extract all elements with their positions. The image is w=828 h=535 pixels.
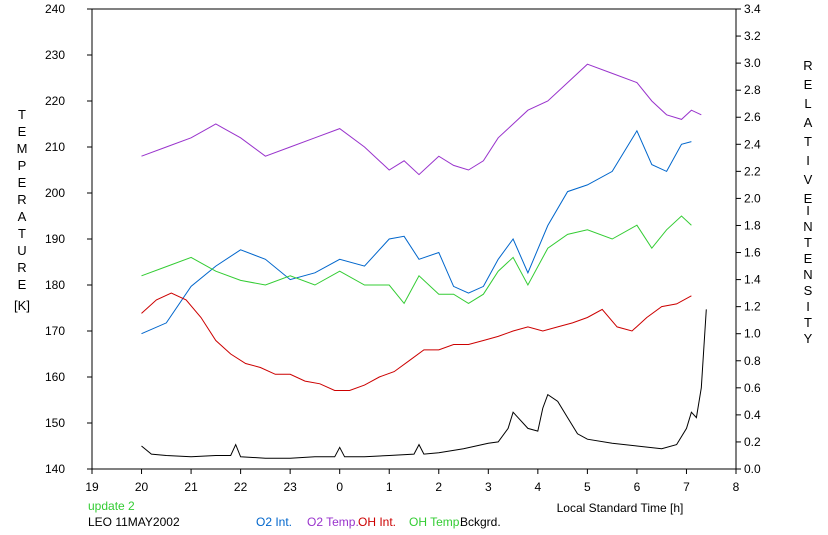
right-axis-title-letter: Y xyxy=(804,331,813,346)
station-date-label: LEO 11MAY2002 xyxy=(88,515,180,529)
right-axis-title-letter: L xyxy=(804,96,811,111)
right-tick-label: 0.8 xyxy=(744,354,761,368)
right-tick-label: 2.0 xyxy=(744,191,761,205)
left-tick-label: 190 xyxy=(45,232,65,246)
x-axis-label: Local Standard Time [h] xyxy=(557,501,684,515)
left-axis-title-letter: A xyxy=(18,209,27,224)
left-tick-label: 230 xyxy=(45,48,65,62)
legend-item: OH Int. xyxy=(358,515,397,529)
right-tick-label: 0.6 xyxy=(744,381,761,395)
series-line-oh-int xyxy=(141,292,692,391)
right-axis-title-letter: I xyxy=(806,203,810,218)
x-tick-label: 2 xyxy=(435,480,442,494)
left-axis-title-letter: U xyxy=(17,243,26,258)
right-tick-label: 1.2 xyxy=(744,300,761,314)
x-tick-label: 3 xyxy=(485,480,492,494)
x-tick-label: 21 xyxy=(184,480,198,494)
x-tick-label: 20 xyxy=(135,480,149,494)
right-tick-label: 2.2 xyxy=(744,164,761,178)
x-tick-label: 7 xyxy=(683,480,690,494)
x-tick-label: 4 xyxy=(535,480,542,494)
right-tick-label: 1.0 xyxy=(744,327,761,341)
left-axis-unit: [K] xyxy=(14,298,30,313)
left-tick-label: 170 xyxy=(45,324,65,338)
x-tick-label: 1 xyxy=(386,480,393,494)
right-axis-title-letter: T xyxy=(804,235,812,250)
left-tick-label: 210 xyxy=(45,140,65,154)
legend-item: OH Temp. xyxy=(409,515,463,529)
x-tick-label: 8 xyxy=(733,480,740,494)
right-axis-title-letter: I xyxy=(806,299,810,314)
right-axis-title-letter: T xyxy=(804,315,812,330)
left-tick-label: 220 xyxy=(45,94,65,108)
right-axis-title-letter: V xyxy=(804,172,813,187)
left-axis-title-letter: E xyxy=(18,277,27,292)
right-tick-label: 1.6 xyxy=(744,246,761,260)
right-axis-title-letter: E xyxy=(804,77,813,92)
right-tick-label: 1.4 xyxy=(744,273,761,287)
right-tick-label: 2.6 xyxy=(744,110,761,124)
right-tick-label: 3.2 xyxy=(744,29,761,43)
right-axis-title-letter: S xyxy=(804,283,813,298)
right-axis-title-letter: R xyxy=(803,58,812,73)
right-tick-label: 2.4 xyxy=(744,137,761,151)
left-tick-label: 200 xyxy=(45,186,65,200)
right-axis-title-letter: N xyxy=(803,219,812,234)
left-tick-label: 180 xyxy=(45,278,65,292)
right-tick-label: 3.4 xyxy=(744,2,761,16)
right-tick-label: 0.4 xyxy=(744,408,761,422)
right-tick-label: 0.0 xyxy=(744,462,761,476)
series-layer xyxy=(141,63,707,459)
left-tick-label: 240 xyxy=(45,2,65,16)
left-axis-title-letter: R xyxy=(17,260,26,275)
left-axis-title-letter: E xyxy=(18,175,27,190)
left-axis-title-letter: T xyxy=(18,226,26,241)
left-axis-ticks: 140 150 160 170 180 190 200 210 220 230 240 xyxy=(45,2,92,476)
update-label: update 2 xyxy=(88,499,135,513)
left-axis-title-letter: T xyxy=(18,107,26,122)
x-tick-label: 19 xyxy=(85,480,99,494)
right-axis-title-letter: E xyxy=(804,191,813,206)
right-tick-label: 3.0 xyxy=(744,56,761,70)
x-tick-label: 6 xyxy=(634,480,641,494)
left-axis-title-letter: E xyxy=(18,124,27,139)
legend-item: O2 Temp. xyxy=(307,515,359,529)
x-tick-label: 22 xyxy=(234,480,248,494)
x-tick-label: 0 xyxy=(336,480,343,494)
x-tick-label: 23 xyxy=(283,480,297,494)
right-axis-title-letter: A xyxy=(804,115,813,130)
right-tick-label: 2.8 xyxy=(744,83,761,97)
series-line-oh-temp xyxy=(141,215,692,305)
right-axis-title-letter: N xyxy=(803,267,812,282)
series-line-o2-temp xyxy=(141,63,702,176)
x-axis-ticks: 19 20 21 22 23 0 1 2 3 4 5 6 7 8 xyxy=(85,469,740,494)
right-axis-ticks: 0.0 0.2 0.4 0.6 0.8 1.0 1.2 1.4 1.6 1.8 2.0 2.2 2.4 2… xyxy=(736,2,761,476)
right-axis-title-letter: T xyxy=(804,134,812,149)
left-tick-label: 160 xyxy=(45,370,65,384)
left-axis-title-letter: M xyxy=(17,141,28,156)
left-tick-label: 150 xyxy=(45,416,65,430)
x-tick-label: 5 xyxy=(584,480,591,494)
left-axis-title-letter: R xyxy=(17,192,26,207)
right-tick-label: 1.8 xyxy=(744,218,761,232)
right-tick-label: 0.2 xyxy=(744,435,761,449)
right-axis-title-letter: E xyxy=(804,251,813,266)
legend-item: O2 Int. xyxy=(256,515,293,529)
series-line-o2-int xyxy=(141,129,692,335)
plot-frame xyxy=(91,8,737,470)
legend-item: Bckgrd. xyxy=(460,515,501,529)
left-tick-label: 140 xyxy=(45,462,65,476)
left-axis-title-letter: P xyxy=(18,158,27,173)
series-line-bckgrd xyxy=(141,309,707,459)
right-axis-title-letter: I xyxy=(806,153,810,168)
